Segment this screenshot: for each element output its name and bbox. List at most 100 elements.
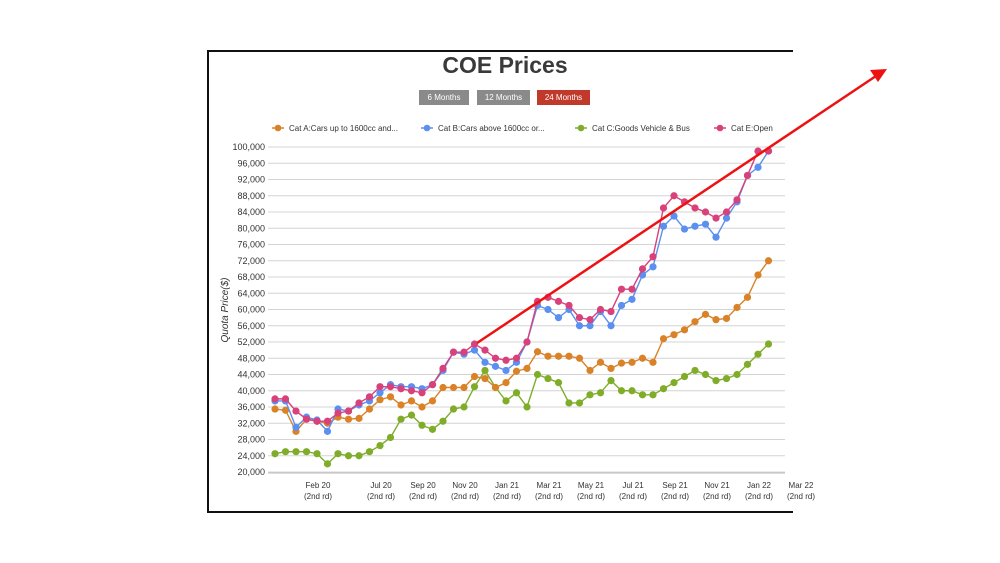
y-tick-label: 72,000 bbox=[237, 256, 265, 266]
data-point bbox=[292, 423, 300, 431]
data-point bbox=[334, 409, 342, 417]
x-tick-label: (2nd rd) bbox=[535, 492, 563, 501]
data-point bbox=[638, 391, 647, 399]
data-point bbox=[680, 372, 689, 381]
data-point bbox=[355, 452, 363, 460]
data-point bbox=[607, 364, 615, 373]
data-point bbox=[554, 379, 563, 387]
y-tick-label: 84,000 bbox=[237, 207, 265, 217]
data-point bbox=[470, 346, 479, 354]
data-point bbox=[292, 448, 300, 456]
data-point bbox=[575, 399, 584, 407]
y-tick-label: 32,000 bbox=[237, 418, 265, 428]
y-tick-label: 52,000 bbox=[237, 337, 265, 347]
data-point bbox=[271, 405, 279, 413]
data-point bbox=[323, 417, 332, 425]
data-point bbox=[575, 322, 584, 330]
x-tick-label: Feb 20 bbox=[306, 481, 331, 490]
data-point bbox=[481, 366, 489, 375]
data-point bbox=[418, 389, 426, 397]
data-point bbox=[743, 360, 752, 368]
data-point bbox=[460, 348, 468, 356]
y-tick-label: 64,000 bbox=[237, 288, 265, 298]
data-point bbox=[691, 222, 699, 230]
legend-marker-dot bbox=[423, 124, 431, 132]
data-point bbox=[649, 253, 657, 261]
data-point bbox=[754, 271, 762, 279]
range-24-months-button[interactable]: 24 Months bbox=[537, 90, 590, 105]
data-point bbox=[323, 460, 332, 468]
data-point bbox=[523, 338, 531, 346]
data-point bbox=[407, 387, 416, 395]
data-point bbox=[365, 393, 374, 401]
data-point bbox=[649, 358, 657, 366]
data-point bbox=[502, 397, 510, 405]
y-tick-label: 68,000 bbox=[237, 272, 265, 282]
data-point bbox=[607, 322, 615, 330]
data-point bbox=[313, 450, 321, 458]
data-point bbox=[754, 163, 762, 171]
data-point bbox=[596, 358, 605, 366]
data-point bbox=[722, 208, 731, 216]
data-point bbox=[554, 297, 563, 305]
data-point bbox=[607, 307, 615, 316]
data-point bbox=[533, 370, 542, 379]
x-tick-label: (2nd rd) bbox=[661, 492, 689, 501]
data-point bbox=[733, 303, 741, 312]
data-point bbox=[428, 425, 437, 433]
data-point bbox=[470, 340, 479, 348]
data-point bbox=[659, 222, 668, 230]
range-12-months-button[interactable]: 12 Months bbox=[477, 90, 530, 105]
data-point bbox=[397, 385, 405, 393]
data-point bbox=[271, 450, 279, 458]
data-point bbox=[565, 399, 573, 407]
data-point bbox=[502, 379, 510, 387]
data-point bbox=[733, 196, 741, 204]
data-point bbox=[743, 293, 752, 301]
data-point bbox=[397, 415, 405, 423]
data-point bbox=[722, 214, 731, 222]
data-point bbox=[628, 295, 636, 303]
data-point bbox=[344, 415, 353, 423]
data-point bbox=[418, 403, 426, 411]
data-point bbox=[617, 301, 626, 310]
data-point bbox=[670, 379, 678, 387]
series-line bbox=[274, 260, 770, 433]
x-tick-label: Nov 20 bbox=[452, 481, 478, 490]
x-tick-label: (2nd rd) bbox=[619, 492, 647, 501]
x-tick-label: Jul 20 bbox=[370, 481, 392, 490]
data-point bbox=[449, 405, 458, 413]
data-point bbox=[628, 285, 636, 293]
data-point bbox=[281, 406, 290, 414]
data-point bbox=[586, 366, 594, 375]
data-point bbox=[344, 407, 353, 415]
data-point bbox=[554, 352, 563, 360]
data-point bbox=[428, 397, 437, 405]
trend-arrow-head bbox=[870, 69, 887, 82]
data-point bbox=[491, 362, 500, 370]
data-point bbox=[628, 358, 636, 366]
data-point bbox=[691, 318, 699, 326]
trend-arrow-line bbox=[476, 74, 877, 345]
data-point bbox=[670, 331, 678, 339]
data-point bbox=[386, 383, 395, 391]
data-point bbox=[544, 374, 552, 383]
data-point bbox=[365, 448, 374, 456]
y-tick-label: 48,000 bbox=[237, 353, 265, 363]
data-point bbox=[376, 441, 384, 450]
range-6-months-button[interactable]: 6 Months bbox=[419, 90, 469, 105]
data-point bbox=[449, 348, 458, 356]
x-tick-label: Jul 21 bbox=[622, 481, 644, 490]
data-point bbox=[659, 204, 668, 212]
x-tick-label: (2nd rd) bbox=[703, 492, 731, 501]
data-point bbox=[460, 403, 468, 411]
data-point bbox=[712, 233, 720, 241]
data-point bbox=[523, 364, 531, 373]
data-point bbox=[680, 326, 689, 334]
y-tick-label: 96,000 bbox=[237, 158, 265, 168]
legend-entry: Cat C:Goods Vehicle & Bus bbox=[592, 124, 690, 133]
data-point bbox=[344, 452, 353, 460]
legend-entry: Cat E:Open bbox=[731, 124, 773, 133]
y-tick-label: 60,000 bbox=[237, 305, 265, 315]
